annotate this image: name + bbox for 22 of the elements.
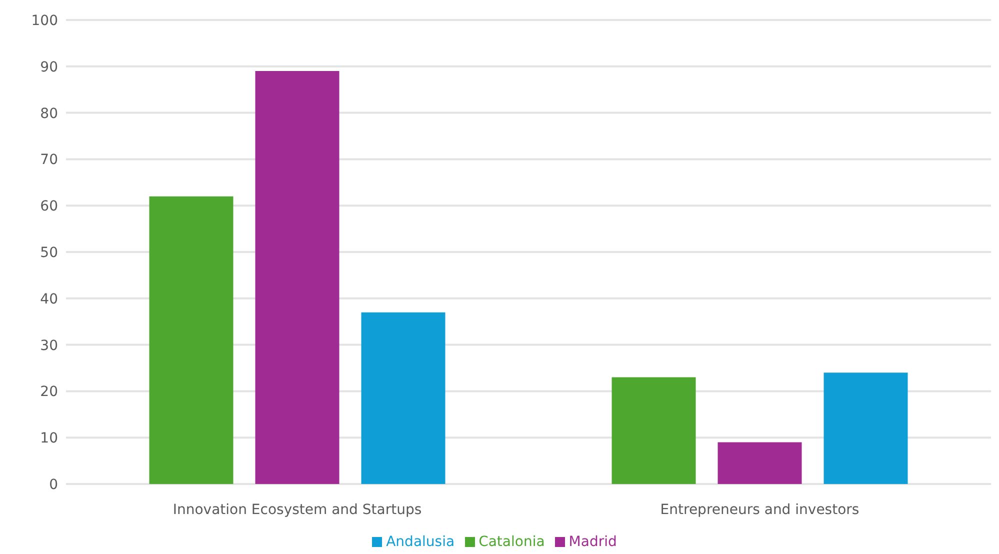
y-tick-label: 60 xyxy=(40,198,58,215)
y-tick-label: 50 xyxy=(40,244,58,261)
x-tick-label: Innovation Ecosystem and Startups xyxy=(172,502,422,518)
y-tick-label: 80 xyxy=(40,106,58,122)
legend-label: Madrid xyxy=(568,534,617,550)
bar xyxy=(149,196,234,484)
y-tick-label: 20 xyxy=(40,384,58,400)
y-tick-label: 0 xyxy=(49,476,58,493)
legend-label: Andalusia xyxy=(386,534,455,550)
y-tick-label: 10 xyxy=(40,430,58,447)
y-tick-label: 100 xyxy=(31,12,58,29)
y-tick-label: 70 xyxy=(40,152,58,168)
y-tick-label: 40 xyxy=(40,291,58,308)
bar xyxy=(255,71,340,484)
bar xyxy=(824,372,908,484)
bar xyxy=(718,442,802,484)
x-tick-label: Entrepreneurs and investors xyxy=(660,502,860,518)
legend-label: Catalonia xyxy=(478,534,545,550)
bar xyxy=(612,377,696,484)
y-tick-label: 90 xyxy=(40,59,58,76)
bar xyxy=(361,312,446,484)
y-tick-label: 30 xyxy=(40,338,58,354)
